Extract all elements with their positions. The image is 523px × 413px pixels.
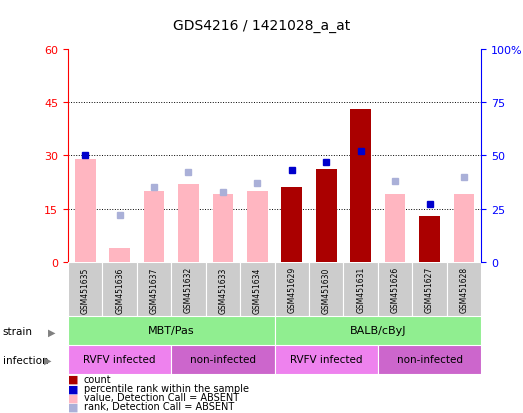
Text: non-infected: non-infected <box>396 354 462 364</box>
Text: ■: ■ <box>68 383 78 393</box>
Bar <box>109 248 130 262</box>
Text: GDS4216 / 1421028_a_at: GDS4216 / 1421028_a_at <box>173 19 350 33</box>
Text: ▶: ▶ <box>48 327 55 337</box>
Text: MBT/Pas: MBT/Pas <box>148 325 195 335</box>
Text: GSM451634: GSM451634 <box>253 266 262 313</box>
Bar <box>281 188 302 262</box>
Text: GSM451636: GSM451636 <box>115 266 124 313</box>
Text: infection: infection <box>3 355 48 365</box>
Text: count: count <box>84 374 111 384</box>
Bar <box>344 262 378 316</box>
Bar <box>137 262 172 316</box>
Text: GSM451637: GSM451637 <box>150 266 158 313</box>
Text: GSM451635: GSM451635 <box>81 266 90 313</box>
Bar <box>275 316 481 345</box>
Bar <box>385 195 405 262</box>
Bar <box>275 262 309 316</box>
Bar <box>275 345 378 374</box>
Bar <box>172 262 206 316</box>
Bar <box>68 345 172 374</box>
Bar <box>68 262 103 316</box>
Bar <box>316 170 337 262</box>
Text: percentile rank within the sample: percentile rank within the sample <box>84 383 248 393</box>
Bar <box>419 216 440 262</box>
Bar <box>172 345 275 374</box>
Bar <box>178 184 199 262</box>
Bar <box>144 191 164 262</box>
Text: ▶: ▶ <box>44 355 52 365</box>
Text: GSM451626: GSM451626 <box>391 266 400 313</box>
Text: GSM451633: GSM451633 <box>219 266 228 313</box>
Bar <box>453 195 474 262</box>
Bar <box>309 262 344 316</box>
Text: GSM451628: GSM451628 <box>459 266 469 313</box>
Bar <box>412 262 447 316</box>
Bar <box>103 262 137 316</box>
Bar <box>350 110 371 262</box>
Bar <box>378 262 412 316</box>
Text: GSM451631: GSM451631 <box>356 266 365 313</box>
Bar <box>206 262 240 316</box>
Bar <box>378 345 481 374</box>
Text: value, Detection Call = ABSENT: value, Detection Call = ABSENT <box>84 392 239 402</box>
Text: rank, Detection Call = ABSENT: rank, Detection Call = ABSENT <box>84 401 234 411</box>
Text: RVFV infected: RVFV infected <box>83 354 156 364</box>
Text: strain: strain <box>3 327 32 337</box>
Bar <box>447 262 481 316</box>
Text: GSM451629: GSM451629 <box>287 266 297 313</box>
Bar <box>68 316 275 345</box>
Text: non-infected: non-infected <box>190 354 256 364</box>
Bar <box>240 262 275 316</box>
Text: GSM451627: GSM451627 <box>425 266 434 313</box>
Text: GSM451630: GSM451630 <box>322 266 331 313</box>
Bar <box>212 195 233 262</box>
Bar <box>75 159 96 262</box>
Text: ■: ■ <box>68 392 78 402</box>
Text: ■: ■ <box>68 374 78 384</box>
Text: GSM451632: GSM451632 <box>184 266 193 313</box>
Text: BALB/cByJ: BALB/cByJ <box>349 325 406 335</box>
Bar <box>247 191 268 262</box>
Text: ■: ■ <box>68 401 78 411</box>
Text: RVFV infected: RVFV infected <box>290 354 362 364</box>
